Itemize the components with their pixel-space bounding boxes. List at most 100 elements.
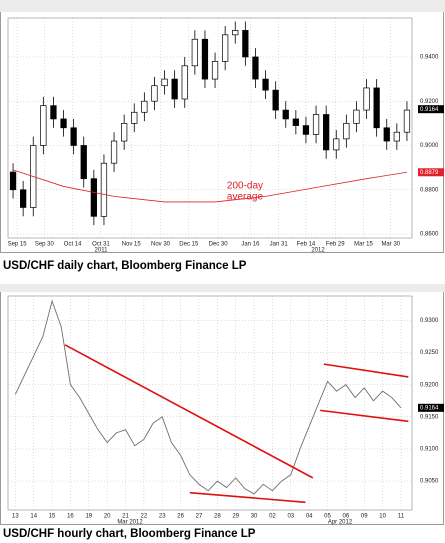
x-tick-label: 10 [379,514,386,520]
x-tick-label: 02 [269,514,276,520]
x-tick-label: Jan 16 [241,242,260,248]
x-tick-label: 06 [343,514,350,520]
candle-body [312,114,320,135]
price-line [14,299,402,495]
candle-body [151,85,158,102]
x-tick-label: 15 [49,514,56,520]
x-tick-label: 14 [30,514,37,520]
caption: USD/CHF daily chart, Bloomberg Finance L… [3,260,247,272]
toolbar [0,284,445,292]
x-sublabel: Apr 2012 [328,520,353,526]
candle-body [353,109,360,124]
x-tick-label: Mar 15 [354,242,373,248]
candle-body [403,109,411,133]
x-sublabel: 2011 [95,248,109,254]
x-tick-label: Nov 30 [151,242,171,248]
candle-body [131,111,138,124]
x-tick-label: 13 [12,514,19,520]
x-tick-label: Mar 30 [381,242,400,248]
candle-body [161,78,168,87]
x-tick-label: Sep 30 [35,242,55,248]
x-tick-label: Feb 14 [297,242,316,248]
x-tick-label: 28 [214,514,221,520]
x-sublabel: Mar 2012 [117,520,143,526]
candle-body [272,89,279,111]
x-tick-label: 29 [232,514,239,520]
x-tick-label: Dec 15 [179,242,199,248]
candle-body [40,105,47,146]
candle-body [60,118,67,129]
price-marker-label: 0.9164 [420,405,439,411]
caption: USD/CHF hourly chart, Bloomberg Finance … [3,528,256,540]
x-tick-label: Oct 31 [92,242,110,248]
y-tick-label: 0.9300 [420,318,439,324]
candle-body [110,140,118,164]
y-tick-label: 0.8800 [420,187,439,193]
trendline [320,409,409,423]
candle-body [343,123,350,140]
x-tick-label: Dec 30 [209,242,229,248]
candle-body [292,118,299,126]
x-tick-label: 19 [85,514,92,520]
x-tick-label: 23 [159,514,166,520]
candle-body [232,30,239,36]
y-tick-label: 0.9100 [420,447,439,453]
candle-body [100,162,108,217]
x-tick-label: 22 [141,514,148,520]
y-tick-label: 0.9050 [420,479,439,485]
candle-body [323,114,330,151]
y-tick-label: 0.9150 [420,414,439,420]
annotation: average [227,192,264,203]
x-tick-label: 16 [67,514,74,520]
moving-average [12,169,408,203]
x-sublabel: 2012 [311,248,325,254]
candle-body [171,78,178,100]
plot-area [7,295,413,511]
y-tick-label: 0.9400 [420,55,439,61]
x-tick-label: Nov 15 [122,242,142,248]
candle-body [70,127,77,146]
toolbar [0,0,445,12]
candle-body [201,38,209,80]
candle-body [181,65,188,100]
trendline [189,491,306,504]
price-marker-label: 0.8879 [420,170,439,176]
x-tick-label: Oct 14 [64,242,82,248]
panel-daily [0,0,444,253]
candle-body [333,138,340,151]
price-marker-label: 0.9164 [420,107,439,113]
candle-body [383,127,390,142]
candle-body [373,87,380,129]
candle-body [363,87,370,111]
x-tick-label: Sep 15 [8,242,28,248]
candle-body [393,131,400,142]
candle-body [242,30,249,58]
trendline [323,363,409,378]
candle-body [121,123,128,142]
x-tick-label: 26 [177,514,184,520]
plot-area [7,17,413,239]
candle-body [211,61,219,80]
x-tick-label: 05 [324,514,331,520]
x-tick-label: 21 [122,514,129,520]
price-marker [418,403,444,412]
x-tick-label: 20 [104,514,111,520]
price-marker [418,105,444,114]
y-tick-label: 0.9250 [420,350,439,356]
candle-body [191,38,198,67]
x-tick-label: 09 [361,514,368,520]
x-tick-label: 27 [196,514,203,520]
y-tick-label: 0.9000 [420,143,439,149]
candle-body [90,178,97,217]
candle-body [262,78,269,91]
candle-body [9,171,17,191]
x-tick-label: 03 [287,514,294,520]
x-tick-label: 11 [398,514,405,520]
y-tick-label: 0.9200 [420,99,439,105]
candle-body [252,56,259,80]
candle-body [20,189,27,208]
y-tick-label: 0.9200 [420,382,439,388]
annotation: 200-day [227,181,263,192]
y-tick-label: 0.8600 [420,232,439,238]
